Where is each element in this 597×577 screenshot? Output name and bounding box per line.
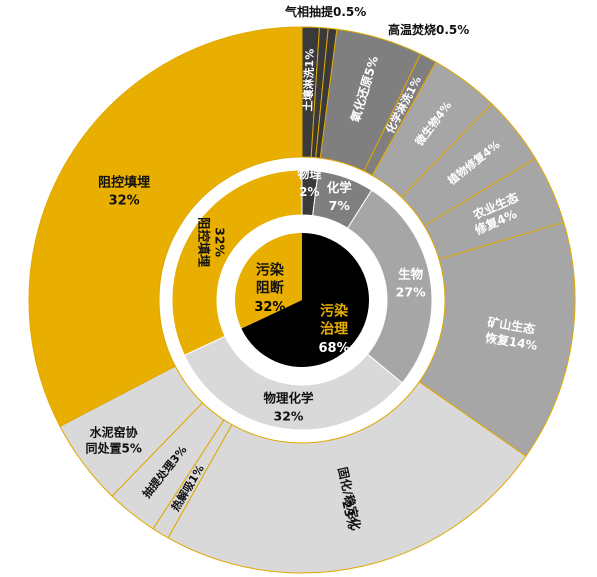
middle-label-0-value: 2% xyxy=(299,185,319,199)
inner-label-1-line1-name: 污染 xyxy=(256,262,285,279)
middle-slice-4 xyxy=(171,169,303,357)
inner-label-1-value: 32% xyxy=(254,300,285,315)
outer-slice-8 xyxy=(418,221,576,457)
middle-label-1-value: 7% xyxy=(329,198,351,213)
middle-label-4-name: 阻控填埋 xyxy=(196,217,211,268)
outer-label-0: 土壤淋洗1% xyxy=(301,49,317,112)
middle-label-3-name: 物理化学 xyxy=(263,391,314,406)
outer-label-12-line2: 同处置5% xyxy=(85,441,141,456)
inner-slice-0 xyxy=(241,233,369,367)
middle-slice-2 xyxy=(346,189,433,384)
inner-label-0-line1-value: 治理 xyxy=(320,320,348,337)
middle-label-3-value: 32% xyxy=(274,409,304,424)
inner-label-1-line1-value: 阻断 xyxy=(256,280,284,297)
callout-label-1: 气相抽提0.5% xyxy=(284,4,366,19)
outer-label-13-name: 阻控填埋 xyxy=(98,175,150,191)
outer-label-12-line1: 水泥窑协 xyxy=(90,425,138,440)
middle-label-4-value: 32% xyxy=(212,227,227,257)
callout-labels: 气相抽提0.5% 高温焚烧0.5% xyxy=(284,4,469,37)
middle-slice-3 xyxy=(183,335,403,431)
inner-ring xyxy=(234,233,369,367)
middle-ring xyxy=(171,169,433,431)
inner-label-0-line1-name: 污染 xyxy=(320,302,349,319)
middle-label-2-value: 27% xyxy=(396,284,426,299)
callout-label-2: 高温焚烧0.5% xyxy=(388,22,469,37)
outer-label-13-value: 32% xyxy=(109,194,140,209)
outer-slice-9 xyxy=(167,381,527,574)
outer-slice-13 xyxy=(28,26,303,427)
inner-slice-1 xyxy=(234,233,302,329)
middle-label-2-name: 生物 xyxy=(398,266,424,281)
middle-label-0-name: 物理 xyxy=(297,166,321,181)
outer-label-9-value: 23% xyxy=(339,499,359,530)
outer-ring xyxy=(28,26,576,574)
middle-label-1-name: 化学 xyxy=(327,180,353,195)
inner-label-0-value: 68% xyxy=(319,341,350,356)
